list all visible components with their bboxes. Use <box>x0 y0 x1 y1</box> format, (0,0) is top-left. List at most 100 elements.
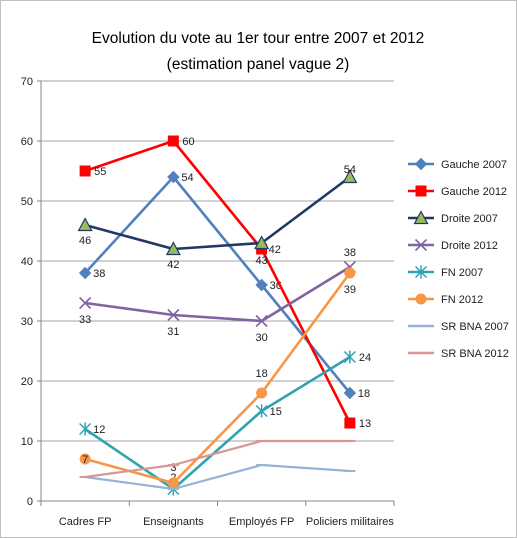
series-line <box>84 139 352 424</box>
marker-shape <box>167 308 180 322</box>
marker-shape <box>344 267 356 279</box>
chart-title-line-1: Evolution du vote au 1er tour entre 2007… <box>92 30 425 47</box>
marker-shape <box>342 169 358 184</box>
marker-shape <box>414 238 428 252</box>
series-line <box>84 439 350 479</box>
y-tick-label: 50 <box>21 196 33 208</box>
data-point <box>167 170 180 184</box>
legend-item: Gauche 2012 <box>408 185 507 198</box>
legend-label: SR BNA 2007 <box>441 321 509 333</box>
data-point <box>344 267 356 279</box>
y-tick-label: 70 <box>21 76 33 88</box>
data-point <box>256 387 268 399</box>
data-point <box>79 453 91 465</box>
data-point <box>344 417 356 429</box>
marker-shape <box>255 314 268 328</box>
legend-label: Gauche 2012 <box>441 186 507 198</box>
data-point <box>79 296 92 310</box>
legend-label: FN 2007 <box>441 267 483 279</box>
x-tick-label: Cadres FP <box>59 516 112 528</box>
data-point <box>342 169 358 184</box>
series-line <box>84 175 351 251</box>
data-point <box>254 235 270 250</box>
y-tick-label: 0 <box>27 496 33 508</box>
marker-shape <box>78 266 92 280</box>
data-point <box>167 477 179 489</box>
legend-marker <box>414 265 428 279</box>
marker-shape <box>413 210 429 225</box>
legend-item: FN 2012 <box>408 293 483 306</box>
data-label: 46 <box>79 235 91 247</box>
legend-label: SR BNA 2012 <box>441 348 509 360</box>
data-label: 7 <box>82 454 88 466</box>
data-point <box>77 217 93 232</box>
data-label: 15 <box>270 406 282 418</box>
legend-item: Droite 2012 <box>408 238 498 252</box>
y-tick-label: 40 <box>21 256 33 268</box>
legend-marker <box>415 185 427 197</box>
data-label: 31 <box>167 326 179 338</box>
marker-shape <box>165 241 181 256</box>
series-line <box>84 355 351 491</box>
data-point <box>79 165 91 177</box>
legend: Gauche 2007 Gauche 2012 Droite 2007 Droite … <box>408 157 509 360</box>
legend-item: SR BNA 2012 <box>408 348 509 360</box>
y-tick-label: 20 <box>21 376 33 388</box>
legend-item: Gauche 2007 <box>408 157 507 171</box>
data-label: 54 <box>181 172 193 184</box>
x-tick-label: Enseignants <box>143 516 204 528</box>
marker-shape <box>254 235 270 250</box>
data-label: 55 <box>94 166 106 178</box>
legend-marker <box>414 157 428 171</box>
data-label: 24 <box>359 352 371 364</box>
y-tick-label: 60 <box>21 136 33 148</box>
y-tick-label: 30 <box>21 316 33 328</box>
marker-shape <box>415 293 427 305</box>
legend-label: Droite 2012 <box>441 240 498 252</box>
legend-label: FN 2012 <box>441 294 483 306</box>
marker-shape <box>79 165 91 177</box>
data-label: 30 <box>256 332 268 344</box>
legend-item: SR BNA 2007 <box>408 321 509 333</box>
data-label: 54 <box>344 164 356 176</box>
x-tick-label: Policiers militaires <box>306 516 395 528</box>
data-label: 18 <box>256 368 268 380</box>
series-line <box>84 175 351 394</box>
data-label: 42 <box>167 259 179 271</box>
data-point <box>343 386 357 400</box>
marker-shape <box>255 278 268 292</box>
marker-shape <box>167 477 179 489</box>
data-point <box>343 350 356 364</box>
marker-shape <box>415 185 427 197</box>
series-line <box>84 265 351 323</box>
legend-label: Droite 2007 <box>441 213 498 225</box>
data-label: 39 <box>344 284 356 296</box>
data-point <box>167 135 179 147</box>
marker-shape <box>343 386 357 400</box>
data-point <box>255 278 268 292</box>
legend-item: Droite 2007 <box>408 210 498 225</box>
series-line <box>84 463 350 491</box>
data-point <box>167 308 180 322</box>
data-label: 33 <box>79 314 91 326</box>
data-label: 38 <box>344 247 356 259</box>
data-label: 3 <box>170 462 176 474</box>
data-label: 43 <box>256 255 268 267</box>
legend-marker <box>415 293 427 305</box>
data-point <box>165 241 181 256</box>
plot-area: 0 10 20 30 40 50 60 70 Cadres FP Enseignants Emplo… <box>21 76 395 528</box>
data-label: 18 <box>358 388 370 400</box>
data-label: 60 <box>182 136 194 148</box>
marker-shape <box>167 170 180 184</box>
marker-shape <box>79 453 91 465</box>
data-point <box>78 266 92 280</box>
data-point <box>255 314 268 328</box>
y-tick-label: 10 <box>21 436 33 448</box>
data-label: 42 <box>269 244 281 256</box>
series-sr-bna-2012 <box>79 439 356 479</box>
legend-label: Gauche 2007 <box>441 159 507 171</box>
